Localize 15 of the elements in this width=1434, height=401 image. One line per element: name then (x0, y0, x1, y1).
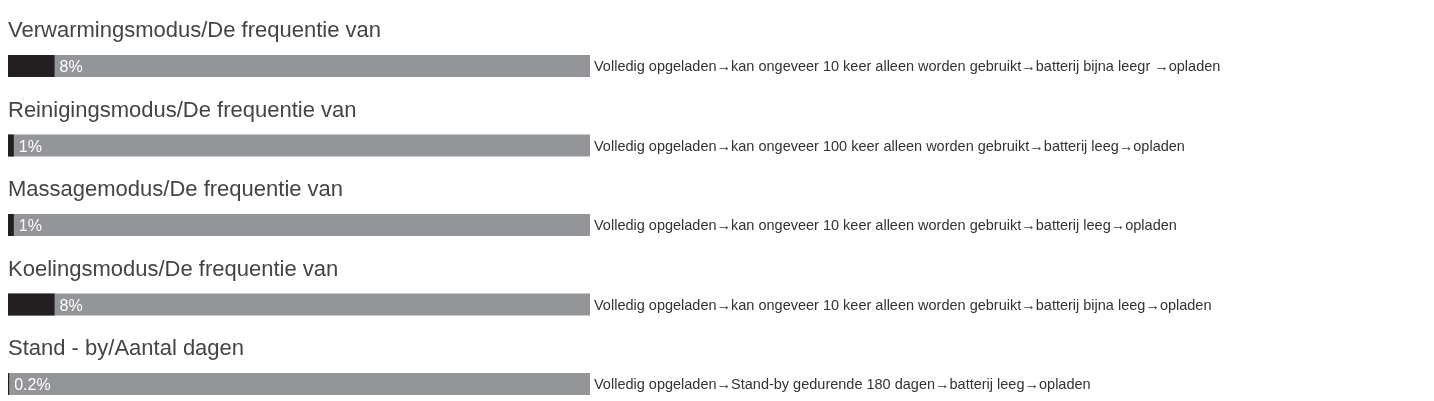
text: Volledig opgeladen→kan ongeveer 10 keer alleen worden gebruikt→batterij bijna leegr →opladen (594, 58, 1221, 74)
y-tick-label: Massagemodus/De frequentie van (8, 176, 344, 201)
text: Volledig opgeladen→kan ongeveer 100 keer alleen worden gebruikt→batterij leeg→opladen (594, 137, 1185, 154)
y-tick-label: Stand - by/Aantal dagen (8, 335, 245, 360)
data-label: 1% (18, 217, 42, 234)
y-tick-label: Verwarmingsmodus/De frequentie van (8, 17, 381, 42)
y-tick-label: Koelingsmodus/De frequentie van (8, 255, 339, 281)
data-label: 0.2% (14, 376, 51, 393)
data-label: 1% (18, 137, 42, 155)
y-tick-label: Reinigingsmodus/De frequentie van (8, 96, 357, 122)
data-label: 8% (59, 296, 83, 314)
data-label: 8% (59, 58, 83, 75)
text: Volledig opgeladen→kan ongeveer 10 keer alleen worden gebruikt→batterij leeg→opladen (594, 217, 1177, 233)
text: Volledig opgeladen→kan ongeveer 10 keer alleen worden gebruikt→batterij bijna leeg→opladen (594, 296, 1212, 313)
text: Volledig opgeladen→Stand-by gedurende 180 dagen→batterij leeg→opladen (594, 376, 1091, 392)
